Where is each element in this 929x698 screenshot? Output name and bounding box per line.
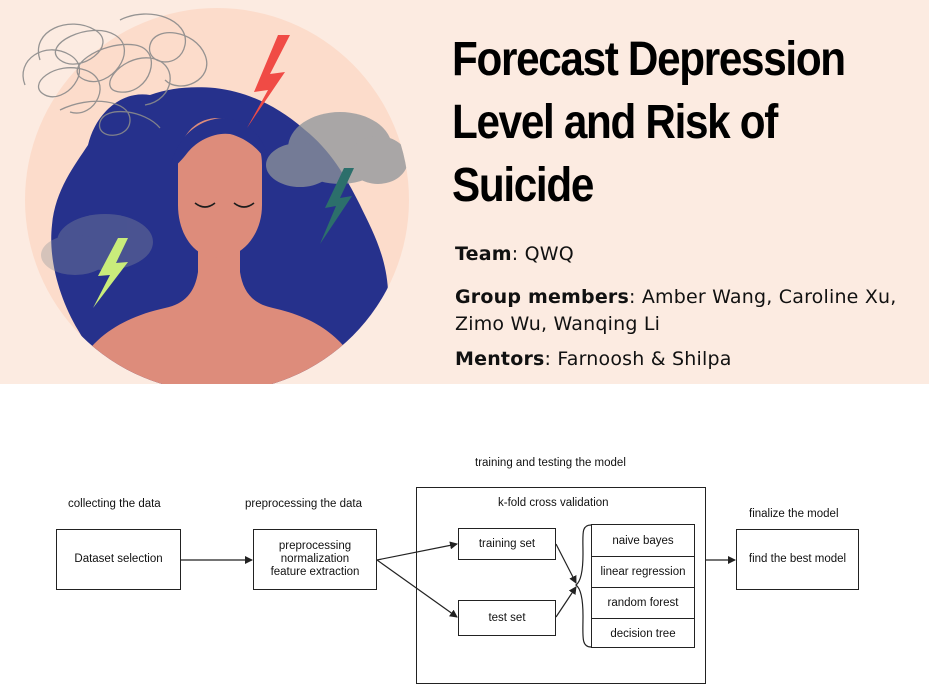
arrow-preprocess-to-test <box>376 559 458 618</box>
model-item: decision tree <box>592 618 694 649</box>
model-bracket <box>575 524 592 648</box>
title-line: Suicide <box>452 159 594 212</box>
team-value: : QWQ <box>511 243 574 265</box>
mentors-value: : Farnoosh & Shilpa <box>544 348 732 370</box>
stage-label-preprocess: preprocessing the data <box>245 498 362 510</box>
stage-label-train: training and testing the model <box>475 457 626 469</box>
title-line: Forecast Depression <box>452 33 846 86</box>
faint-cloud-icon <box>41 214 153 275</box>
training-container <box>416 487 706 684</box>
face-shape <box>178 118 262 258</box>
training-set-text: training set <box>478 537 536 550</box>
closed-eye-right <box>233 202 255 208</box>
hair-fringe <box>170 118 270 170</box>
mentors-label: Mentors <box>455 348 545 370</box>
kfold-label: k-fold cross validation <box>498 497 609 509</box>
lightning-teal-icon <box>320 168 354 244</box>
members-line: Group members: Amber Wang, Caroline Xu, … <box>455 284 915 338</box>
scribble-icon <box>22 13 208 136</box>
test-set-text: test set <box>488 611 526 624</box>
page-title: Forecast Depression Level and Risk of Su… <box>452 28 857 217</box>
test-set-box: test set <box>458 600 556 636</box>
pipeline-diagram: training and testing the model collectin… <box>0 384 929 698</box>
best-model-text: find the best model <box>748 553 847 565</box>
members-label: Group members <box>455 286 630 308</box>
depression-illustration <box>22 8 409 384</box>
model-item: random forest <box>592 587 694 618</box>
team-line: Team: QWQ <box>455 241 574 268</box>
model-list: naive bayes linear regression random for… <box>591 524 695 648</box>
header-banner: Forecast Depression Level and Risk of Su… <box>0 0 929 384</box>
preprocess-step: feature extraction <box>270 566 360 578</box>
team-label: Team <box>455 243 512 265</box>
arrow-training-to-models <box>555 543 577 584</box>
members-value: : Amber Wang, Caroline Xu, Zimo Wu, Wanq… <box>455 286 897 335</box>
arrow-test-to-models <box>555 586 577 618</box>
training-set-box: training set <box>458 528 556 560</box>
arrow-preprocess-to-training <box>376 541 458 561</box>
preprocessing-box: preprocessing normalization feature extr… <box>253 529 377 590</box>
lightning-red-icon <box>247 35 290 128</box>
storm-cloud-icon <box>266 112 408 187</box>
mentors-line: Mentors: Farnoosh & Shilpa <box>455 346 732 373</box>
stage-label-collect: collecting the data <box>68 498 161 510</box>
preprocess-step: preprocessing <box>278 540 352 552</box>
title-line: Level and Risk of <box>452 96 778 149</box>
closed-eye-left <box>194 202 216 208</box>
best-model-box: find the best model <box>736 529 859 590</box>
dataset-selection-box: Dataset selection <box>56 529 181 590</box>
stage-label-finalize: finalize the model <box>749 508 839 520</box>
lightning-green-icon <box>93 238 128 308</box>
model-item: naive bayes <box>612 534 674 547</box>
model-item: linear regression <box>592 556 694 587</box>
preprocess-step: normalization <box>280 553 350 565</box>
body-shape <box>70 272 365 384</box>
dataset-selection-text: Dataset selection <box>74 553 163 565</box>
connector-arrows <box>181 524 736 648</box>
